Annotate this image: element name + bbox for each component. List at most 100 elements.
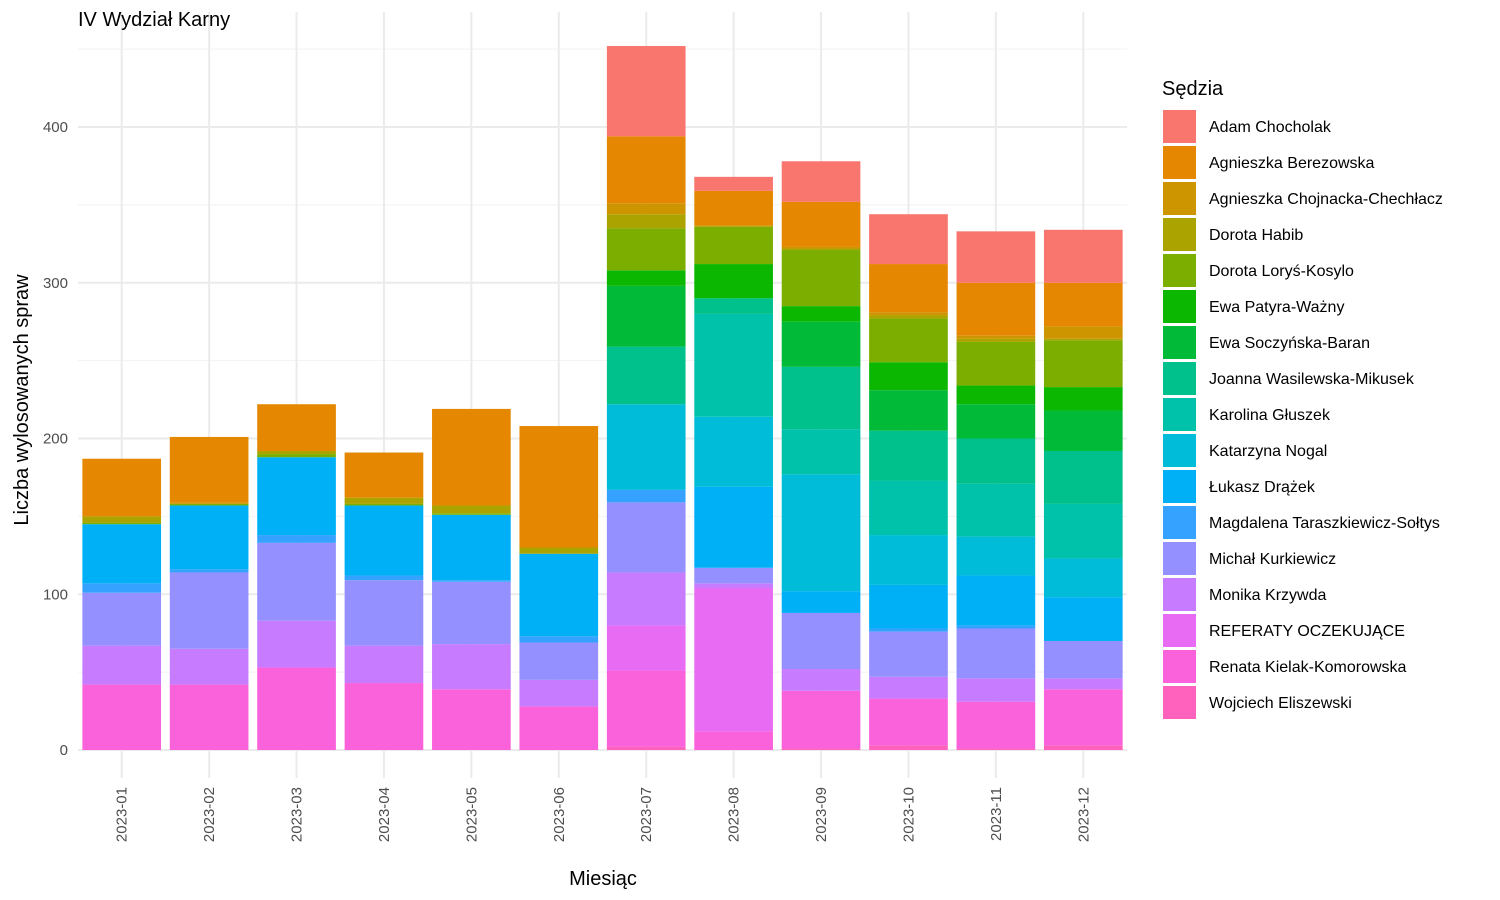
- legend-label: Agnieszka Berezowska: [1209, 155, 1375, 172]
- legend-swatch: [1163, 578, 1196, 611]
- bar-segment: [781, 429, 861, 475]
- bar-segment: [781, 306, 861, 322]
- bar-segment: [1043, 229, 1123, 283]
- x-tick-label: 2023-07: [638, 787, 655, 842]
- legend-label: Joanna Wasilewska-Mikusek: [1209, 371, 1415, 388]
- bar-segment: [257, 542, 336, 621]
- bar-segment: [869, 430, 948, 481]
- bar-segment: [257, 620, 336, 668]
- bar-segment: [344, 505, 424, 576]
- bar-segment: [432, 689, 511, 750]
- x-tick-label: 2023-03: [289, 787, 306, 842]
- bar-segment: [1043, 326, 1123, 339]
- bar-segment: [432, 581, 511, 645]
- bar-segment: [344, 645, 424, 684]
- bar-segment: [257, 404, 336, 451]
- legend-swatch: [1163, 146, 1196, 179]
- y-tick-label: 100: [43, 586, 68, 603]
- bar-segment: [781, 321, 861, 367]
- bar-segment: [519, 426, 599, 548]
- bar-segment: [519, 706, 599, 750]
- legend-label: Karolina Głuszek: [1209, 407, 1331, 424]
- bar-segment: [606, 670, 686, 747]
- bar-segment: [344, 575, 424, 581]
- x-tick-label: 2023-11: [988, 787, 1005, 841]
- bar-segment: [869, 312, 948, 316]
- bar-segment: [694, 588, 773, 732]
- bar-segment: [869, 584, 948, 629]
- bar-segment: [169, 648, 249, 685]
- x-axis-ticks: 2023-01 2023-02 2023-03 2023-04 2023-05 2023-…: [114, 787, 1093, 842]
- legend-swatch: [1163, 614, 1196, 647]
- bar-segment: [956, 628, 1036, 679]
- bar-segment: [432, 513, 511, 515]
- legend-label: Ewa Patyra-Ważny: [1209, 299, 1344, 316]
- bar-segment: [781, 591, 861, 613]
- bar-segment: [344, 503, 424, 506]
- legend-label: Monika Krzywda: [1209, 587, 1326, 604]
- x-axis-title: Miesiąc: [569, 868, 637, 890]
- bar-segment: [82, 522, 162, 525]
- bar-segment: [694, 226, 773, 265]
- x-tick-label: 2023-04: [376, 787, 393, 842]
- bar-segment: [606, 203, 686, 215]
- bar-segment: [432, 580, 511, 582]
- bar-segment: [1043, 387, 1123, 411]
- bar-segment: [694, 583, 773, 589]
- legend-label: Adam Chocholak: [1209, 119, 1332, 136]
- chart-title: IV Wydział Karny: [78, 9, 230, 31]
- bar-segment: [956, 575, 1036, 626]
- bar-segment: [694, 416, 773, 487]
- bar-segment: [781, 669, 861, 691]
- bar-segment: [956, 536, 1036, 576]
- bar-segment: [606, 746, 686, 750]
- legend-swatch: [1163, 506, 1196, 539]
- bar-segment: [694, 264, 773, 299]
- bar-segment: [519, 642, 599, 680]
- bar-segment: [869, 318, 948, 363]
- legend-swatch: [1163, 362, 1196, 395]
- bar-segment: [169, 436, 249, 503]
- bar-segment: [694, 313, 773, 417]
- legend-swatch: [1163, 110, 1196, 143]
- x-tick-label: 2023-05: [463, 787, 480, 842]
- bars: [82, 46, 1123, 750]
- bar-segment: [956, 678, 1036, 702]
- x-tick-label: 2023-10: [900, 787, 917, 842]
- y-tick-label: 300: [43, 275, 68, 292]
- bar-segment: [956, 338, 1036, 342]
- bar-segment: [344, 452, 424, 498]
- bar-segment: [82, 516, 162, 523]
- legend-label: Michał Kurkiewicz: [1209, 551, 1336, 568]
- bar-segment: [519, 636, 599, 643]
- legend-label: Wojciech Eliszewski: [1209, 695, 1352, 712]
- bar-segment: [1043, 689, 1123, 746]
- legend-label: Katarzyna Nogal: [1209, 443, 1327, 460]
- bar-segment: [694, 190, 773, 226]
- bar-segment: [694, 225, 773, 227]
- bar-segment: [781, 748, 861, 750]
- x-tick-label: 2023-12: [1075, 787, 1092, 842]
- bar-segment: [606, 625, 686, 671]
- bar-segment: [432, 505, 511, 514]
- legend-swatch: [1163, 182, 1196, 215]
- legend-label: REFERATY OCZEKUJĄCE: [1209, 623, 1405, 640]
- bar-segment: [432, 408, 511, 506]
- legend-label: Ewa Soczyńska-Baran: [1209, 335, 1370, 352]
- bar-segment: [1043, 450, 1123, 504]
- bar-segment: [344, 580, 424, 646]
- bar-segment: [781, 201, 861, 247]
- bar-segment: [781, 690, 861, 749]
- bar-segment: [82, 524, 162, 584]
- bar-segment: [694, 298, 773, 314]
- legend-swatch: [1163, 218, 1196, 251]
- bar-segment: [519, 679, 599, 707]
- legend-label: Agnieszka Chojnacka-Chechłacz: [1209, 191, 1443, 208]
- bar-segment: [956, 404, 1036, 439]
- bar-segment: [257, 535, 336, 543]
- bar-segment: [956, 483, 1036, 537]
- bar-segment: [694, 567, 773, 584]
- bar-segment: [82, 592, 162, 646]
- bar-segment: [1043, 745, 1123, 750]
- bar-segment: [694, 731, 773, 750]
